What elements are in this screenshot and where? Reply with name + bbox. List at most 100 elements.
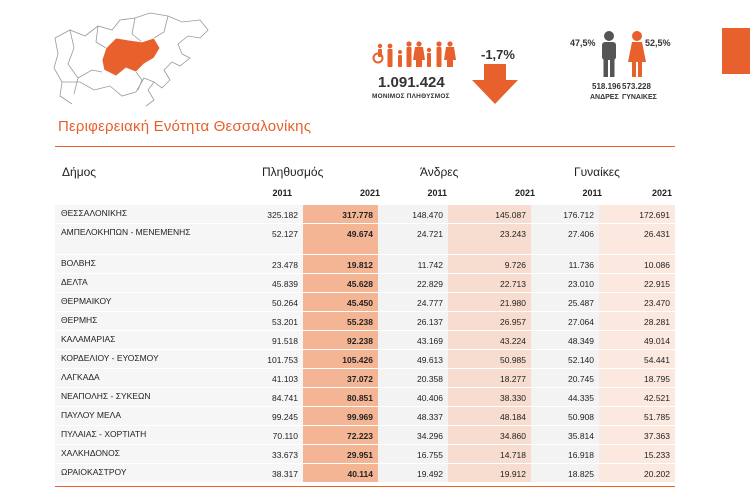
cell-m21: 22.713 <box>448 274 531 292</box>
population-change: -1,7% <box>481 47 515 62</box>
cell-w21: 28.281 <box>599 312 675 330</box>
population-total: 1.091.424 <box>378 74 445 91</box>
table-row: ΩΡΑΙΟΚΑΣΤΡΟΥ 38.317 40.114 19.492 19.912 18.8… <box>55 463 675 482</box>
cell-p11: 53.201 <box>235 312 303 330</box>
table-row: ΑΜΠΕΛΟΚΗΠΩΝ - ΜΕΝΕΜΕΝΗΣ 52.127 49.674 24.72… <box>55 223 675 254</box>
table-row: ΛΑΓΚΑΔΑ 41.103 37.072 20.358 18.277 20.745 18.… <box>55 368 675 387</box>
cell-m21: 9.726 <box>448 255 531 273</box>
table-row: ΝΕΑΠΟΛΗΣ - ΣΥΚΕΩΝ 84.741 80.851 40.406 38.33… <box>55 387 675 406</box>
cell-w21: 23.470 <box>599 293 675 311</box>
municipality-name: ΝΕΑΠΟΛΗΣ - ΣΥΚΕΩΝ <box>55 388 235 406</box>
region-title: Περιφερειακή Ενότητα Θεσσαλονίκης <box>58 118 312 135</box>
cell-p21: 40.114 <box>303 464 378 482</box>
cell-m21: 38.330 <box>448 388 531 406</box>
cell-m11: 34.296 <box>378 426 448 444</box>
cell-w11: 27.064 <box>531 312 599 330</box>
municipality-name: ΘΕΣΣΑΛΟΝΙΚΗΣ <box>55 205 235 223</box>
down-arrow-icon <box>472 64 518 104</box>
table-row: ΘΕΡΜΑΙΚΟΥ 50.264 45.450 24.777 21.980 25.487 2… <box>55 292 675 311</box>
year-header: 2011 <box>427 188 447 198</box>
year-header: 2011 <box>582 188 602 198</box>
col-men-header: Άνδρες <box>420 165 459 179</box>
cell-w11: 25.487 <box>531 293 599 311</box>
col-municipality-header: Δήμος <box>62 165 97 179</box>
cell-m11: 49.613 <box>378 350 448 368</box>
municipality-name: ΘΕΡΜΑΙΚΟΥ <box>55 293 235 311</box>
cell-p11: 99.245 <box>235 407 303 425</box>
table-row: ΧΑΛΚΗΔΟΝΟΣ 33.673 29.951 16.755 14.718 16.918… <box>55 444 675 463</box>
cell-p11: 23.478 <box>235 255 303 273</box>
cell-p11: 50.264 <box>235 293 303 311</box>
cell-m21: 43.224 <box>448 331 531 349</box>
thessaloniki-region <box>101 37 161 77</box>
table-row: ΠΑΥΛΟΥ ΜΕΛΑ 99.245 99.969 48.337 48.184 50.90… <box>55 406 675 425</box>
cell-m21: 21.980 <box>448 293 531 311</box>
cell-w21: 49.014 <box>599 331 675 349</box>
header-divider <box>55 146 675 147</box>
municipality-name: ΒΟΛΒΗΣ <box>55 255 235 273</box>
cell-p11: 41.103 <box>235 369 303 387</box>
cell-w21: 15.233 <box>599 445 675 463</box>
table-row: ΘΕΡΜΗΣ 53.201 55.238 26.137 26.957 27.064 28.2… <box>55 311 675 330</box>
municipality-name: ΔΕΛΤΑ <box>55 274 235 292</box>
cell-w11: 18.825 <box>531 464 599 482</box>
cell-w11: 11.736 <box>531 255 599 273</box>
woman-icon <box>628 31 646 77</box>
population-label: ΜΟΝΙΜΟΣ ΠΛΗΘΥΣΜΟΣ <box>372 93 450 100</box>
cell-p21: 55.238 <box>303 312 378 330</box>
municipality-name: ΠΥΛΑΙΑΣ - ΧΟΡΤΙΑΤΗ <box>55 426 235 444</box>
cell-p21: 99.969 <box>303 407 378 425</box>
people-icon <box>372 41 456 67</box>
cell-m11: 24.777 <box>378 293 448 311</box>
cell-w21: 22.915 <box>599 274 675 292</box>
municipality-name: ΚΟΡΔΕΛΙΟΥ - ΕΥΟΣΜΟΥ <box>55 350 235 368</box>
table-row: ΚΑΛΑΜΑΡΙΑΣ 91.518 92.238 43.169 43.224 48.349… <box>55 330 675 349</box>
men-count: 518.196 <box>592 82 621 91</box>
cell-p21: 105.426 <box>303 350 378 368</box>
cell-p11: 38.317 <box>235 464 303 482</box>
cell-p11: 70.110 <box>235 426 303 444</box>
region-map <box>53 12 209 107</box>
cell-p11: 101.753 <box>235 350 303 368</box>
cell-p11: 84.741 <box>235 388 303 406</box>
man-icon <box>602 31 616 77</box>
cell-m21: 48.184 <box>448 407 531 425</box>
cell-m21: 14.718 <box>448 445 531 463</box>
cell-m21: 26.957 <box>448 312 531 330</box>
year-header: 2021 <box>651 188 672 198</box>
cell-w21: 37.363 <box>599 426 675 444</box>
table-row: ΠΥΛΑΙΑΣ - ΧΟΡΤΙΑΤΗ 70.110 72.223 34.296 34.8… <box>55 425 675 444</box>
cell-w21: 42.521 <box>599 388 675 406</box>
cell-w11: 16.918 <box>531 445 599 463</box>
municipality-name: ΛΑΓΚΑΔΑ <box>55 369 235 387</box>
cell-m11: 16.755 <box>378 445 448 463</box>
cell-w11: 27.406 <box>531 224 599 254</box>
municipality-name: ΚΑΛΑΜΑΡΙΑΣ <box>55 331 235 349</box>
cell-w21: 18.795 <box>599 369 675 387</box>
cell-p11: 52.127 <box>235 224 303 254</box>
cell-w11: 44.335 <box>531 388 599 406</box>
cell-w11: 176.712 <box>531 205 599 223</box>
cell-w11: 48.349 <box>531 331 599 349</box>
population-table: ΘΕΣΣΑΛΟΝΙΚΗΣ 325.182 317.778 148.470 145.087… <box>55 204 675 482</box>
cell-w21: 26.431 <box>599 224 675 254</box>
cell-m21: 145.087 <box>448 205 531 223</box>
cell-m21: 34.860 <box>448 426 531 444</box>
cell-w21: 20.202 <box>599 464 675 482</box>
cell-m11: 11.742 <box>378 255 448 273</box>
table-row: ΘΕΣΣΑΛΟΝΙΚΗΣ 325.182 317.778 148.470 145.087… <box>55 204 675 223</box>
cell-m11: 40.406 <box>378 388 448 406</box>
cell-m11: 24.721 <box>378 224 448 254</box>
municipality-name: ΑΜΠΕΛΟΚΗΠΩΝ - ΜΕΝΕΜΕΝΗΣ <box>55 224 235 254</box>
cell-m11: 19.492 <box>378 464 448 482</box>
cell-m21: 23.243 <box>448 224 531 254</box>
municipality-name: ΩΡΑΙΟΚΑΣΤΡΟΥ <box>55 464 235 482</box>
accent-tab <box>722 28 750 74</box>
women-label: ΓΥΝΑΙΚΕΣ <box>622 94 657 101</box>
cell-w11: 52.140 <box>531 350 599 368</box>
cell-p11: 33.673 <box>235 445 303 463</box>
cell-w21: 54.441 <box>599 350 675 368</box>
cell-m21: 18.277 <box>448 369 531 387</box>
cell-m11: 43.169 <box>378 331 448 349</box>
cell-m11: 20.358 <box>378 369 448 387</box>
